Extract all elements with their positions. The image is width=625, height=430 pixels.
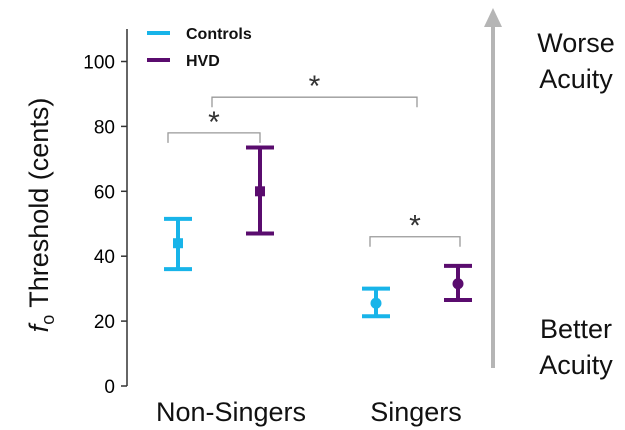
acuity-bottom-label: Acuity [539, 350, 613, 380]
significance-bracket-2 [211, 96, 418, 108]
significance-star-1: * [208, 106, 220, 139]
y-tick-label: 60 [94, 182, 115, 203]
legend-label-hvd: HVD [186, 53, 220, 70]
significance-bracket-1 [167, 132, 261, 143]
y-tick-label: 100 [83, 53, 115, 74]
y-axis: 0 20 40 60 80 100 [83, 29, 128, 398]
significance-star-3: * [409, 210, 421, 243]
marker-hvd-singers [452, 278, 464, 290]
y-axis-label-rest: Threshold (cents) [24, 98, 54, 315]
acuity-top-label: Acuity [539, 64, 613, 94]
marker-hvd-non-singers [255, 186, 265, 197]
better-label: Better [540, 314, 612, 344]
y-tick-label: 20 [94, 312, 115, 333]
y-axis-label-symbol: f [24, 322, 54, 332]
significance-bracket-3 [369, 236, 461, 247]
worse-label: Worse [537, 28, 615, 58]
legend: Controls HVD [147, 26, 252, 70]
acuity-arrow [484, 8, 502, 368]
significance-star-2: * [309, 70, 321, 103]
marker-controls-non-singers [173, 238, 183, 249]
y-tick-label: 40 [94, 247, 115, 268]
y-tick-label: 0 [104, 377, 115, 398]
category-label-singers: Singers [370, 397, 462, 427]
category-label-non-singers: Non-Singers [156, 397, 306, 427]
y-tick-label: 80 [94, 117, 115, 138]
y-axis-label: fo Threshold (cents) [24, 98, 58, 333]
legend-label-controls: Controls [186, 26, 252, 43]
data-marks [164, 145, 472, 319]
acuity-arrow-head [484, 8, 502, 27]
y-axis-label-subscript: o [38, 315, 58, 325]
marker-controls-singers [370, 297, 382, 309]
significance-brackets: * * * [167, 70, 461, 247]
